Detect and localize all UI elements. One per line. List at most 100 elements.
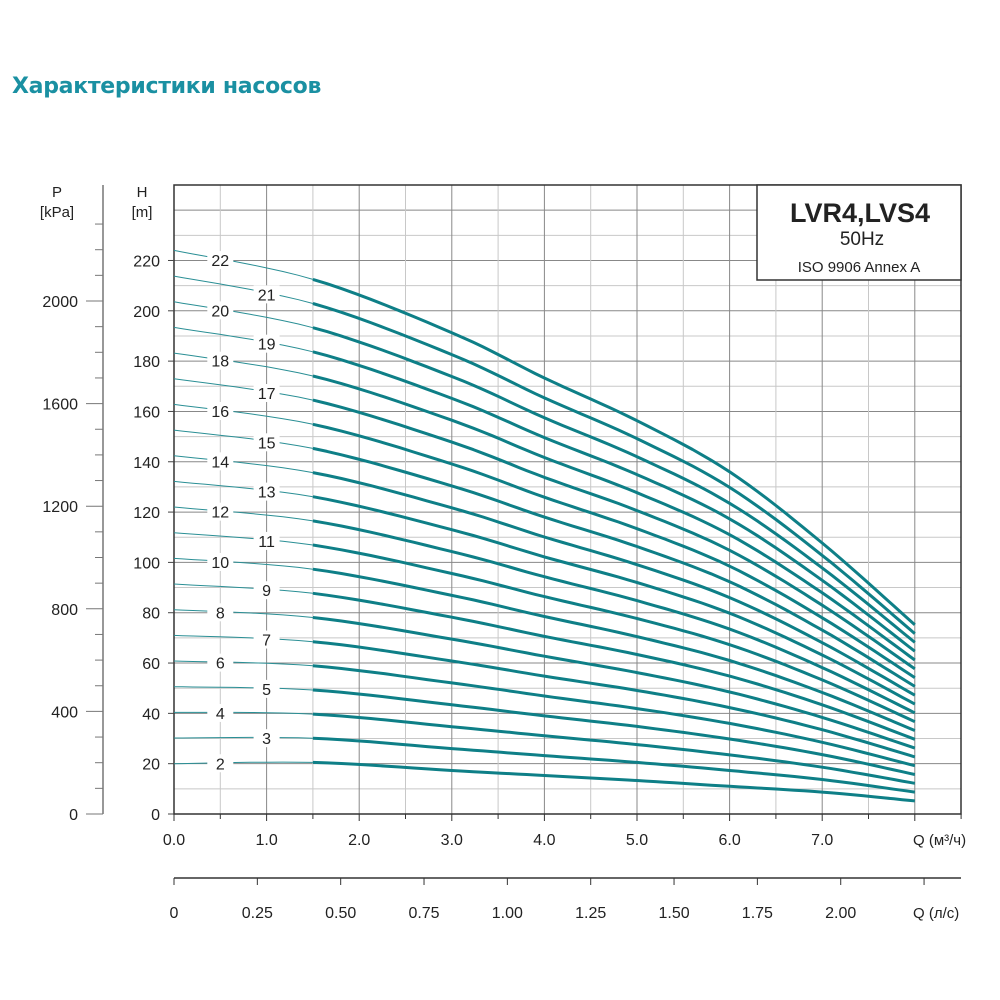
- curve-15-stages: [312, 446, 916, 688]
- q2-axis-tick-label: 0.50: [325, 905, 356, 922]
- h-axis-tick-label: 40: [142, 706, 160, 723]
- curve-5-stages: [312, 688, 916, 776]
- curve-label-bg: [207, 552, 234, 571]
- curve-7-stages-thin: [173, 634, 313, 643]
- q-axis-tick-label: 1.0: [255, 832, 277, 849]
- curve-22-stages: [312, 277, 916, 626]
- curve-14-stages-thin: [173, 455, 313, 474]
- curve-label: 12: [211, 505, 229, 522]
- curve-label-bg: [253, 531, 280, 550]
- curve-label-bg: [253, 285, 280, 304]
- standard: ISO 9906 Annex A: [798, 259, 921, 276]
- curve-3-stages: [312, 736, 916, 794]
- h-axis-tick-label: 140: [133, 455, 160, 472]
- curve-14-stages: [312, 471, 916, 697]
- curve-18-stages: [312, 374, 916, 662]
- curve-label: 22: [211, 253, 229, 270]
- curve-label-bg: [207, 402, 234, 421]
- h-axis-tick-label: 60: [142, 656, 160, 673]
- curve-label-bg: [253, 679, 280, 698]
- q-axis-tick-label: 4.0: [533, 832, 555, 849]
- curve-5-stages-thin: [173, 686, 313, 691]
- curve-label-bg: [207, 703, 234, 722]
- curve-10-stages: [312, 567, 916, 732]
- curve-label: 14: [211, 454, 229, 471]
- q2-axis-tick-label: 2.00: [825, 905, 856, 922]
- model-name: LVR4,LVS4: [790, 198, 930, 228]
- plot-frame: [173, 184, 962, 815]
- curve-label-bg: [207, 502, 234, 521]
- curve-11-stages: [312, 543, 916, 724]
- curve-17-stages-thin: [173, 378, 314, 401]
- curve-label: 4: [216, 706, 225, 723]
- curve-label: 9: [262, 583, 271, 600]
- curve-label: 21: [258, 287, 276, 304]
- h-axis-tick-label: 200: [133, 304, 160, 321]
- curve-label: 10: [211, 555, 229, 572]
- curve-21-stages-thin: [173, 275, 314, 304]
- curve-15-stages-thin: [173, 429, 313, 449]
- curve-label-bg: [207, 452, 234, 471]
- curve-2-stages-thin: [173, 761, 313, 765]
- q-axis-label: Q (м³/ч): [913, 832, 966, 849]
- curve-12-stages-thin: [173, 506, 313, 522]
- q2-axis-tick-label: 1.50: [658, 905, 689, 922]
- curve-label-bg: [253, 630, 280, 649]
- curve-11-stages-thin: [173, 532, 313, 546]
- curve-label-bg: [207, 653, 234, 672]
- curve-label: 15: [258, 435, 276, 452]
- curve-8-stages-thin: [173, 609, 313, 618]
- curve-17-stages: [312, 398, 916, 671]
- curve-13-stages-thin: [173, 480, 313, 498]
- curve-label-bg: [253, 383, 280, 402]
- curve-19-stages-thin: [173, 326, 314, 353]
- page-title: Характеристики насосов: [12, 74, 322, 99]
- curve-4-stages: [312, 712, 916, 785]
- q-axis-tick-label: 3.0: [441, 832, 463, 849]
- p-axis-tick-label: 800: [51, 602, 78, 619]
- legend-box: [756, 184, 962, 281]
- curve-label: 2: [216, 756, 225, 773]
- curve-label-bg: [253, 334, 280, 353]
- h-axis-tick-label: 0: [151, 807, 160, 824]
- curve-label-bg: [207, 251, 234, 270]
- curve-16-stages: [312, 422, 916, 679]
- curve-label-bg: [253, 433, 280, 452]
- curve-label: 13: [258, 485, 276, 502]
- curve-label: 8: [216, 605, 225, 622]
- h-axis-label: H: [137, 184, 148, 201]
- h-axis-tick-label: 160: [133, 404, 160, 421]
- q-axis-tick-label: 6.0: [718, 832, 740, 849]
- p-axis-unit: [kPa]: [40, 204, 74, 221]
- curve-6-stages-thin: [173, 660, 313, 667]
- curve-9-stages-thin: [173, 583, 313, 594]
- curve-label: 16: [211, 404, 229, 421]
- curve-13-stages: [312, 495, 916, 706]
- curve-label: 11: [258, 534, 275, 551]
- q2-axis-tick-label: 0.75: [408, 905, 439, 922]
- q2-axis-tick-label: 1.00: [492, 905, 523, 922]
- curve-16-stages-thin: [173, 403, 313, 425]
- curve-2-stages: [312, 760, 915, 803]
- curve-12-stages: [312, 519, 916, 715]
- curve-20-stages: [312, 326, 916, 644]
- curve-4-stages-thin: [174, 711, 313, 715]
- curve-label: 19: [258, 337, 276, 354]
- curve-22-stages-thin: [173, 249, 314, 280]
- q2-axis-tick-label: 1.25: [575, 905, 606, 922]
- h-axis-tick-label: 120: [133, 505, 160, 522]
- h-axis-tick-label: 80: [142, 606, 160, 623]
- curve-8-stages: [312, 616, 916, 750]
- curve-7-stages: [312, 640, 916, 759]
- curve-label: 5: [262, 682, 271, 699]
- h-axis-tick-label: 100: [133, 555, 160, 572]
- curve-label: 6: [216, 656, 225, 673]
- q-axis-tick-label: 5.0: [626, 832, 648, 849]
- h-axis-tick-label: 20: [142, 757, 160, 774]
- curve-label: 3: [262, 731, 271, 748]
- curve-10-stages-thin: [173, 557, 313, 570]
- q2-axis-label: Q (л/с): [913, 905, 959, 922]
- curve-label-bg: [253, 729, 280, 748]
- q-axis-tick-label: 0.0: [163, 832, 185, 849]
